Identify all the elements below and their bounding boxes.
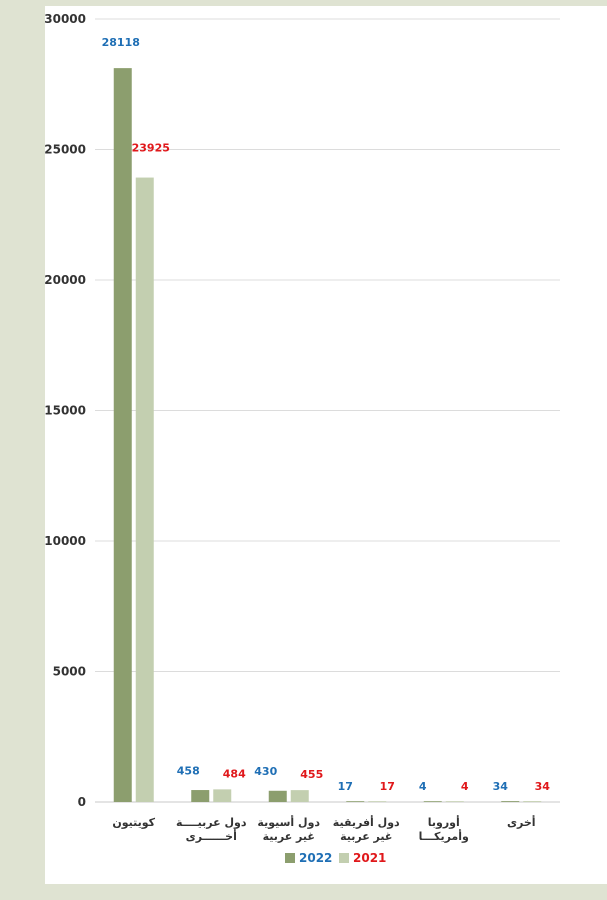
legend-label-2021: 2021 [353,851,386,865]
x-tick-label: دول عربيــــة [176,816,247,829]
legend-swatch-2021 [339,853,349,863]
data-label-2022: 34 [493,780,509,793]
data-label-2022: 430 [254,765,277,778]
y-tick-label: 5000 [53,665,86,679]
bar-2021-2 [213,789,232,802]
data-label-2021: 23925 [132,142,170,155]
bar-2021-3 [290,790,309,802]
bar-2022-1 [113,68,132,803]
bar-2021-1 [135,177,154,802]
x-tick-label: كويتيون [112,816,155,829]
data-label-2021: 17 [380,780,395,793]
y-tick-label: 0 [78,795,86,809]
y-tick-label: 25000 [44,143,86,157]
x-tick-label: أخرى [507,815,536,829]
x-tick-label: دول أسيوية [257,815,320,829]
data-label-2021: 484 [223,767,246,780]
data-label-2021: 34 [535,780,551,793]
y-tick-label: 15000 [44,404,86,418]
bar-2021-6 [523,801,542,802]
x-tick-label: أخــــــرى [186,829,237,843]
data-label-2022: 458 [177,764,200,777]
y-tick-label: 30000 [44,12,86,26]
bar-2021-5 [445,801,464,802]
legend-label-2022: 2022 [299,851,332,865]
x-tick-label: وأمريكـــا [419,829,469,843]
legend-swatch-2022 [285,853,295,863]
bar-2022-2 [191,790,210,802]
data-label-2022: 28118 [102,36,140,49]
y-tick-label: 10000 [44,534,86,548]
x-tick-label: غير عربية [340,830,392,843]
data-label-2021: 455 [300,768,323,781]
x-tick-label: أوروبا [428,815,460,829]
x-tick-label: غير عربية [263,830,315,843]
bar-2022-5 [423,801,442,802]
bar-2021-4 [368,801,387,802]
x-tick-label: دول أفريقية [333,815,400,829]
data-label-2022: 17 [338,780,353,793]
bar-2022-3 [268,790,287,802]
y-tick-label: 20000 [44,273,86,287]
data-label-2022: 4 [419,780,427,793]
bar-2022-6 [501,801,520,802]
data-label-2021: 4 [461,780,469,793]
bar-2022-4 [346,801,365,802]
